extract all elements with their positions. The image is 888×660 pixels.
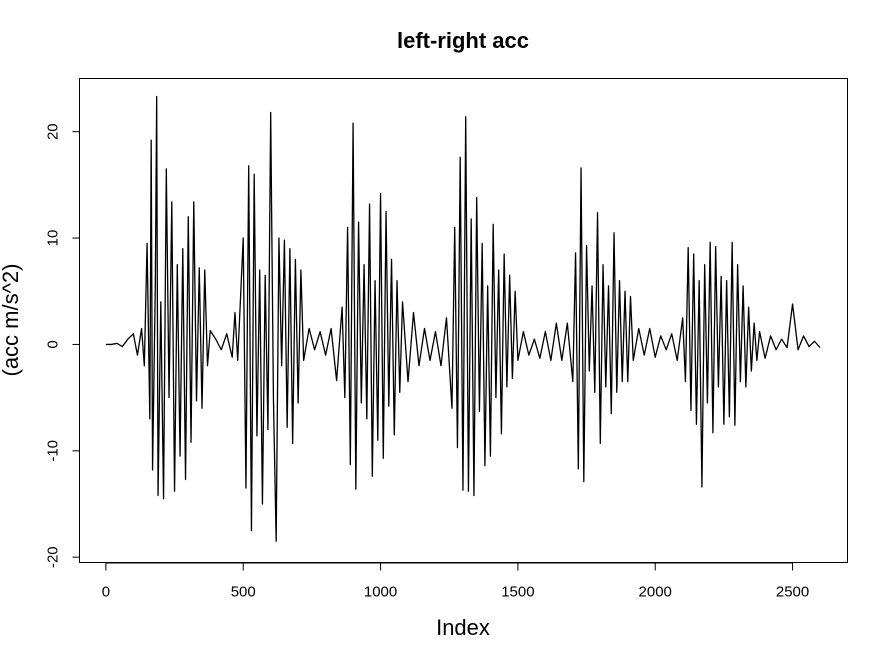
y-tick-label: 20 [45,123,62,140]
y-tick-label: -10 [45,440,62,462]
x-tick-label: 1500 [501,584,534,601]
x-tick-label: 1000 [364,584,397,601]
series-line [105,95,821,542]
x-tick-label: 2500 [776,584,809,601]
chart-title: left-right acc [397,28,529,53]
y-tick-label: 0 [45,340,62,348]
x-axis: 0 500 1000 1500 2000 2500 [102,562,809,601]
x-tick-label: 0 [102,584,110,601]
y-axis: -20 -10 0 10 20 [45,123,80,568]
x-tick-label: 500 [231,584,256,601]
y-tick-label: -20 [45,546,62,568]
y-tick-label: 10 [45,230,62,247]
x-axis-label: Index [436,615,490,640]
series-group [105,95,821,542]
y-axis-label: (acc m/s^2) [0,264,23,377]
x-tick-label: 2000 [639,584,672,601]
